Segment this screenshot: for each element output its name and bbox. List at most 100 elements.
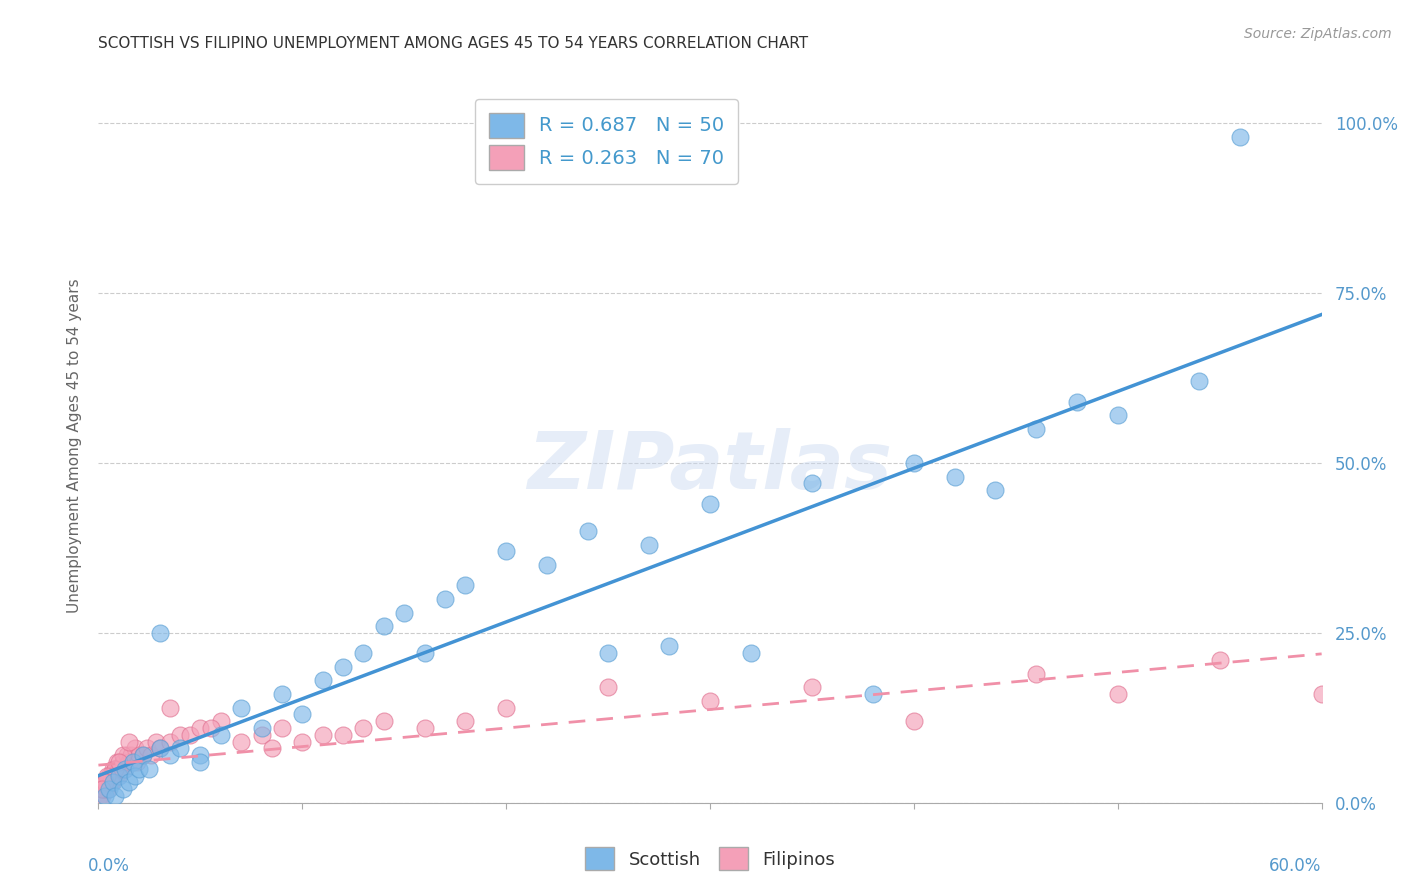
Point — [122, 755, 145, 769]
Point — [136, 741, 159, 756]
Point — [260, 741, 283, 756]
Point — [118, 734, 141, 748]
Point — [91, 789, 114, 803]
Point — [96, 775, 118, 789]
Point — [93, 775, 115, 789]
Point — [114, 762, 136, 776]
Point — [110, 762, 132, 776]
Text: ZIPatlas: ZIPatlas — [527, 428, 893, 507]
Point — [250, 721, 273, 735]
Point — [111, 782, 134, 797]
Point — [90, 782, 112, 797]
Point — [270, 687, 294, 701]
Point — [801, 476, 824, 491]
Point — [159, 700, 181, 714]
Point — [118, 775, 141, 789]
Point — [111, 748, 134, 763]
Point — [596, 680, 619, 694]
Point — [291, 734, 314, 748]
Point — [188, 755, 212, 769]
Point — [1188, 375, 1211, 389]
Point — [454, 578, 477, 592]
Text: Source: ZipAtlas.com: Source: ZipAtlas.com — [1244, 27, 1392, 41]
Point — [127, 755, 149, 769]
Point — [169, 741, 191, 756]
Point — [231, 734, 253, 748]
Point — [169, 728, 191, 742]
Point — [141, 748, 163, 763]
Point — [495, 544, 517, 558]
Point — [122, 755, 145, 769]
Point — [188, 721, 212, 735]
Point — [179, 728, 201, 742]
Point — [138, 762, 160, 776]
Point — [332, 728, 354, 742]
Point — [1310, 687, 1333, 701]
Point — [108, 762, 131, 776]
Point — [188, 748, 212, 763]
Point — [1208, 653, 1232, 667]
Point — [495, 700, 517, 714]
Y-axis label: Unemployment Among Ages 45 to 54 years: Unemployment Among Ages 45 to 54 years — [66, 278, 82, 614]
Point — [576, 524, 599, 538]
Point — [209, 714, 232, 729]
Point — [433, 591, 456, 606]
Point — [108, 755, 131, 769]
Point — [943, 469, 966, 483]
Point — [159, 734, 181, 748]
Point — [115, 748, 138, 763]
Point — [699, 497, 721, 511]
Point — [100, 769, 122, 783]
Point — [801, 680, 824, 694]
Point — [124, 769, 146, 783]
Point — [1066, 394, 1088, 409]
Point — [120, 748, 142, 763]
Point — [103, 769, 125, 783]
Point — [312, 728, 335, 742]
Point — [105, 755, 128, 769]
Point — [1025, 666, 1047, 681]
Point — [270, 721, 294, 735]
Point — [100, 775, 122, 789]
Point — [699, 694, 721, 708]
Text: 0.0%: 0.0% — [89, 857, 131, 875]
Point — [107, 769, 129, 783]
Point — [352, 646, 374, 660]
Point — [93, 782, 115, 797]
Point — [93, 789, 115, 803]
Point — [536, 558, 558, 572]
Point — [291, 707, 314, 722]
Legend: Scottish, Filipinos: Scottish, Filipinos — [576, 838, 844, 880]
Point — [108, 769, 131, 783]
Point — [862, 687, 884, 701]
Point — [97, 782, 120, 797]
Point — [101, 775, 124, 789]
Point — [93, 775, 115, 789]
Point — [1107, 409, 1129, 423]
Point — [903, 456, 925, 470]
Point — [332, 660, 354, 674]
Point — [454, 714, 477, 729]
Point — [373, 714, 395, 729]
Point — [413, 646, 436, 660]
Point — [132, 748, 155, 763]
Point — [132, 748, 155, 763]
Point — [903, 714, 925, 729]
Point — [128, 762, 150, 776]
Point — [250, 728, 273, 742]
Point — [104, 762, 127, 776]
Point — [1107, 687, 1129, 701]
Point — [231, 700, 253, 714]
Point — [111, 755, 134, 769]
Point — [104, 762, 127, 776]
Point — [114, 762, 136, 776]
Point — [159, 748, 181, 763]
Point — [89, 789, 111, 803]
Point — [413, 721, 436, 735]
Point — [1229, 129, 1251, 144]
Point — [200, 721, 222, 735]
Point — [149, 626, 172, 640]
Point — [392, 606, 416, 620]
Point — [209, 728, 232, 742]
Point — [1025, 422, 1047, 436]
